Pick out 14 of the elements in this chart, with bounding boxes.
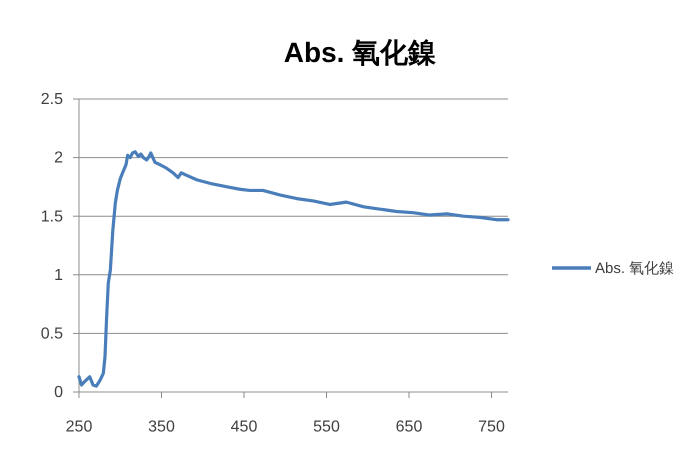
y-tick-label: 1 <box>54 266 64 284</box>
y-tick-label: 0 <box>54 384 64 402</box>
y-tick-label: 2 <box>54 150 64 167</box>
x-tick-label: 750 <box>478 418 505 436</box>
legend-label: Abs. 氧化鎳 <box>595 260 674 277</box>
chart-title: Abs. 氧化鎳 <box>284 37 436 68</box>
y-tick-label: 1.5 <box>40 208 64 226</box>
x-tick-label: 250 <box>66 418 92 436</box>
y-tick-label: 2.5 <box>40 91 64 108</box>
y-tick-label: 0.5 <box>40 326 64 343</box>
x-tick-label: 650 <box>396 418 422 436</box>
x-tick-label: 550 <box>313 418 340 436</box>
x-tick-label: 350 <box>148 418 175 436</box>
x-tick-label: 450 <box>230 418 258 436</box>
